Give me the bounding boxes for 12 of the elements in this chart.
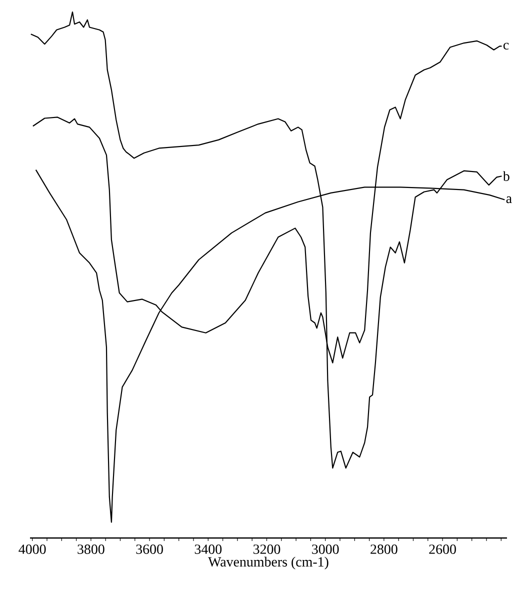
series-label: c (503, 42, 509, 50)
x-axis-title: Wavenumbers (cm-1) (208, 556, 328, 570)
x-tick-label: 3200 (253, 544, 280, 554)
x-tick-label: 4000 (18, 544, 46, 554)
x-tick-label: 3000 (312, 544, 339, 554)
x-tick-label: 3400 (194, 544, 222, 554)
x-tick-label: 3600 (136, 544, 163, 554)
series-label: b (502, 171, 510, 182)
x-tick-label: 2600 (429, 544, 456, 554)
x-tick-label: 2800 (370, 544, 398, 554)
x-tick-label: 3800 (78, 544, 104, 554)
series-label: a (506, 196, 512, 204)
